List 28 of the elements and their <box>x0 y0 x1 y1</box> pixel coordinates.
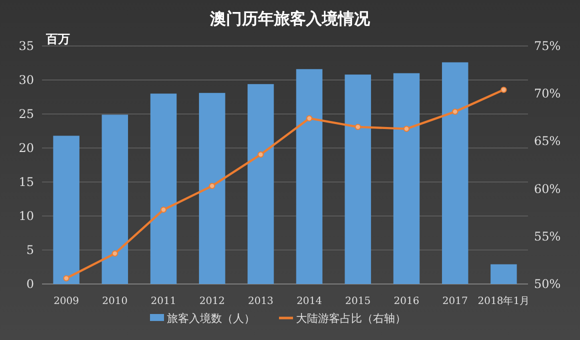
y-tick-label: 10 <box>18 209 34 223</box>
chart-title: 澳门历年旅客入境情况 <box>209 9 371 28</box>
y2-tick-label: 70% <box>534 86 561 101</box>
y-tick-label: 35 <box>18 39 34 53</box>
y-tick-label: 25 <box>18 107 34 121</box>
y2-tick-label: 60% <box>534 182 561 196</box>
y-tick-label: 20 <box>18 141 34 155</box>
x-tick-label: 2014 <box>296 296 322 307</box>
legend-label: 旅客入境数（人） <box>167 312 255 325</box>
x-tick-label: 2013 <box>248 296 274 307</box>
x-tick-label: 2009 <box>54 296 80 307</box>
y-tick-label: 0 <box>26 277 34 291</box>
x-tick-label: 2012 <box>199 296 225 307</box>
x-tick-label: 2015 <box>345 296 371 307</box>
y2-tick-label: 50% <box>534 277 561 291</box>
y-tick-label: 5 <box>26 243 34 257</box>
y2-tick-label: 75% <box>534 39 561 53</box>
y2-tick-label: 65% <box>534 134 561 148</box>
x-tick-label: 2018年1月 <box>478 295 530 307</box>
x-tick-label: 2011 <box>150 296 176 307</box>
y-axis-title: 百万 <box>45 32 70 46</box>
y-tick-label: 30 <box>18 73 34 87</box>
x-tick-label: 2017 <box>442 296 468 307</box>
legend-label: 大陆游客占比（右轴） <box>296 312 406 325</box>
x-tick-label: 2010 <box>102 296 128 307</box>
y2-tick-label: 55% <box>534 229 561 244</box>
y-tick-label: 15 <box>18 175 34 189</box>
x-tick-label: 2016 <box>394 296 420 307</box>
